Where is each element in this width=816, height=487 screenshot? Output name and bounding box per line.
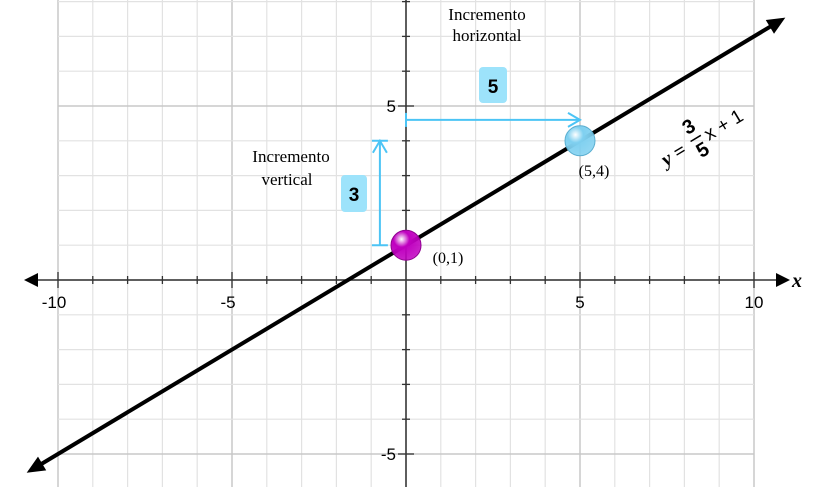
equation-label: y = 3 5 x + 1 [656, 106, 748, 172]
line-end-arrow-icon [765, 17, 786, 34]
tick-labels: -10 -5 5 10 5 -5 [42, 97, 764, 464]
vertical-increment-label: Incremento [252, 147, 329, 166]
y-tick-label: -5 [381, 445, 396, 464]
horizontal-increment-label: horizontal [453, 26, 522, 45]
x-tick-label: 5 [575, 293, 584, 312]
x-tick-label: 10 [745, 293, 764, 312]
horizontal-increment-value: 5 [488, 77, 499, 98]
x-axis-label: x [791, 270, 802, 292]
arrowhead-icon [567, 112, 582, 128]
x-axis-right-arrow-icon [776, 273, 790, 287]
vertical-increment-label: vertical [262, 170, 313, 189]
x-axis-left-arrow-icon [24, 273, 38, 287]
point-label: (0,1) [433, 250, 464, 267]
vertical-increment-badge [341, 175, 367, 212]
horizontal-increment-label: Incremento [448, 5, 525, 24]
equation-rhs: x + 1 [701, 106, 748, 145]
horizontal-increment-badge [479, 67, 507, 103]
data-point [564, 125, 596, 157]
points: (0,1) (5,4) [390, 125, 610, 267]
equation-numerator: 3 [679, 115, 700, 140]
vertical-increment-value: 3 [349, 185, 360, 206]
arrowhead-icon [372, 138, 388, 154]
fraction-bar [690, 134, 702, 143]
increment-arrows [371, 112, 582, 247]
line-start-arrow-icon [26, 456, 47, 473]
y-tick-label: 5 [387, 97, 396, 116]
x-tick-label: -5 [220, 293, 235, 312]
point-label: (5,4) [579, 163, 610, 180]
x-tick-label: -10 [42, 293, 67, 312]
equation-lhs: y = [656, 139, 691, 172]
data-point [390, 229, 422, 261]
